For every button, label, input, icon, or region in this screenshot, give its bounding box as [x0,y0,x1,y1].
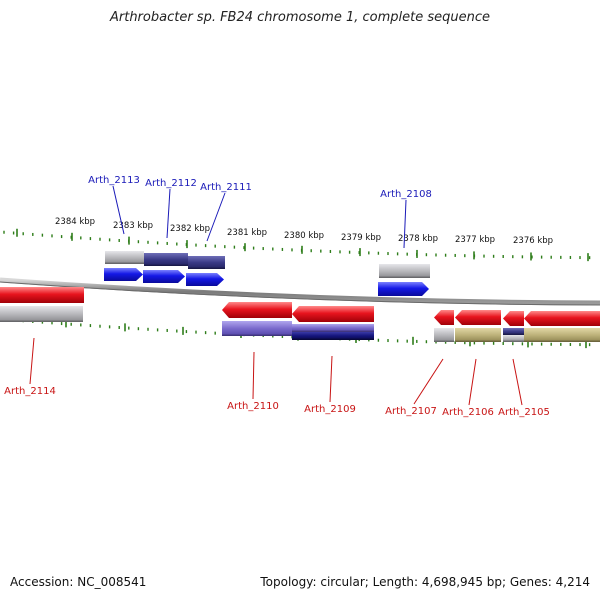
feature-block-navy [188,256,225,269]
feature-block-gray [105,251,144,264]
leader-line [112,185,125,235]
gene-label-minus[interactable]: Arth_2114 [4,386,56,397]
gene-arrow-arth-2108 [378,282,429,296]
feature-block-dark-navy [292,332,374,340]
scale-label: 2379 kbp [341,233,381,243]
feature-block-navy [503,328,524,335]
feature-block-gray [379,264,430,278]
gene-arrow-arth-2110 [222,302,292,318]
gene-label-minus[interactable]: Arth_2105 [498,407,550,418]
scale-label: 2384 kbp [55,217,95,227]
feature-block-khaki [524,328,600,342]
feature-block-khaki-shade [524,340,600,342]
feature-block-dark-navy-shade [292,338,374,340]
gene-label-plus[interactable]: Arth_2112 [145,178,197,189]
gene-arrow-arth-2105 [503,311,524,326]
feature-block-khaki [455,328,501,342]
chromosome-backbone [0,277,600,306]
feature-block-gray-shade [0,320,83,322]
feature-block-navy [144,253,188,266]
scale-label: 2380 kbp [284,231,324,241]
backbone-line [0,277,600,306]
feature-block-gray [434,328,454,342]
scale-label: 2376 kbp [513,236,553,246]
leader-line [206,192,226,242]
feature-block-gray-shade [379,276,430,278]
leader-line [403,199,407,249]
gene-label-minus[interactable]: Arth_2106 [442,407,494,418]
feature-block-navy-shade [144,264,188,266]
gene-arrow-arth-2109 [292,306,374,322]
leader-line [468,358,477,406]
gene-label-minus[interactable]: Arth_2110 [227,401,279,412]
feature-block-violet [222,321,292,336]
feature-block-gray-shade [105,262,144,264]
feature-block-violet-shade [292,330,374,332]
accession-text: Accession: NC_008541 [10,575,147,589]
gene-arrow-arth-2111 [186,273,224,286]
topology-summary: Topology: circular; Length: 4,698,945 bp… [260,575,590,589]
feature-block-gray [503,335,524,342]
map-title: Arthrobacter sp. FB24 chromosome 1, comp… [109,10,491,25]
feature-block-navy-shade [503,333,524,335]
scale-label: 2382 kbp [170,224,210,234]
gene-arrow-arth-2112 [143,270,185,283]
feature-block-gray [0,306,83,322]
leader-line [252,351,255,400]
scale-label: 2377 kbp [455,235,495,245]
gene-arrow-arth-2113 [104,268,143,281]
gene-arrow-right-edge [524,311,600,326]
gene-label-plus[interactable]: Arth_2108 [380,189,432,200]
leader-line [413,358,444,405]
gene-features [0,251,600,342]
leader-line [329,355,333,403]
leader-line [166,188,171,239]
gene-label-plus[interactable]: Arth_2111 [200,182,252,193]
feature-block-violet [292,324,374,332]
leader-line [512,358,523,406]
feature-block-navy-shade [188,267,225,269]
scale-ticks: 2384 kbp 2383 kbp 2382 kbp 2381 kbp 2380 kbp… [3,217,591,349]
scale-label: 2381 kbp [227,228,267,238]
feature-block-khaki-shade [455,340,501,342]
gene-arrow-arth-2107 [434,310,454,325]
gene-labels: Arth_2113 Arth_2112 Arth_2111 Arth_2108 Arth… [4,175,550,418]
gene-arrow-arth-2106 [455,310,501,325]
gene-label-minus[interactable]: Arth_2109 [304,404,356,415]
feature-block-gray-shade [503,340,524,342]
gene-label-minus[interactable]: Arth_2107 [385,406,437,417]
scale-label: 2383 kbp [113,221,153,231]
leader-line [29,337,35,385]
feature-block-gray-shade [434,340,454,342]
feature-block-violet-shade [222,334,292,336]
scale-label: 2378 kbp [398,234,438,244]
gene-label-plus[interactable]: Arth_2113 [88,175,140,186]
gene-arrow-arth-2114 [0,287,84,303]
